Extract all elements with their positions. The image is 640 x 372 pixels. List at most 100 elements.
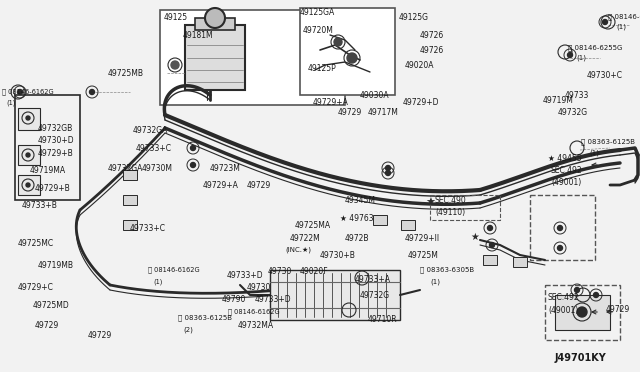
Text: (1): (1) bbox=[616, 24, 626, 30]
Text: 49719MA: 49719MA bbox=[30, 166, 66, 174]
Bar bbox=[123, 195, 137, 205]
Text: 49729+B: 49729+B bbox=[35, 183, 71, 192]
Bar bbox=[195, 18, 235, 30]
Text: 49729+A: 49729+A bbox=[313, 97, 349, 106]
Bar bbox=[270, 270, 400, 320]
Text: (1): (1) bbox=[589, 150, 599, 156]
Text: SEC.490: SEC.490 bbox=[435, 196, 467, 205]
Text: (1): (1) bbox=[153, 279, 163, 285]
Circle shape bbox=[171, 61, 179, 69]
Bar bbox=[483, 255, 497, 265]
Bar bbox=[373, 215, 387, 225]
Text: 49719MB: 49719MB bbox=[38, 260, 74, 269]
Text: 4972B: 4972B bbox=[345, 234, 369, 243]
Text: 49729+D: 49729+D bbox=[403, 97, 440, 106]
Text: 49729+A: 49729+A bbox=[203, 180, 239, 189]
Bar bbox=[401, 220, 415, 230]
Text: Ⓑ 08146-6165G: Ⓑ 08146-6165G bbox=[608, 14, 640, 20]
Circle shape bbox=[568, 52, 573, 58]
Circle shape bbox=[17, 90, 22, 94]
Text: 49730: 49730 bbox=[268, 267, 292, 276]
Text: SEC.492: SEC.492 bbox=[551, 166, 582, 174]
Circle shape bbox=[385, 170, 390, 176]
Text: 49729: 49729 bbox=[338, 108, 362, 116]
Text: 49720M: 49720M bbox=[303, 26, 334, 35]
Circle shape bbox=[26, 183, 30, 187]
Text: ★ 49763: ★ 49763 bbox=[340, 214, 374, 222]
Text: 49732G: 49732G bbox=[558, 108, 588, 116]
Text: Ⓢ 08363-6305B: Ⓢ 08363-6305B bbox=[420, 267, 474, 273]
Text: 49733+C: 49733+C bbox=[136, 144, 172, 153]
Text: 49729: 49729 bbox=[247, 180, 271, 189]
Text: ★ 49455: ★ 49455 bbox=[548, 154, 582, 163]
Circle shape bbox=[191, 163, 195, 167]
Text: 49725MB: 49725MB bbox=[108, 68, 144, 77]
Text: Ⓑ 08146-6255G: Ⓑ 08146-6255G bbox=[568, 45, 622, 51]
Text: 49729+B: 49729+B bbox=[38, 148, 74, 157]
Bar bbox=[185, 25, 245, 90]
Text: 49020F: 49020F bbox=[300, 267, 328, 276]
Text: 49732MA: 49732MA bbox=[238, 321, 274, 330]
Text: 49725M: 49725M bbox=[408, 250, 439, 260]
Circle shape bbox=[490, 243, 495, 247]
Circle shape bbox=[191, 145, 195, 151]
Circle shape bbox=[90, 90, 95, 94]
Text: 49733+B: 49733+B bbox=[22, 201, 58, 209]
Text: (1): (1) bbox=[430, 279, 440, 285]
Circle shape bbox=[602, 19, 607, 25]
Text: (2): (2) bbox=[183, 327, 193, 333]
Circle shape bbox=[26, 153, 30, 157]
Text: 49125: 49125 bbox=[164, 13, 188, 22]
Circle shape bbox=[347, 53, 357, 63]
Text: 49719M: 49719M bbox=[543, 96, 574, 105]
Text: 49030A: 49030A bbox=[360, 90, 390, 99]
Circle shape bbox=[593, 292, 598, 298]
Bar bbox=[123, 220, 137, 230]
Circle shape bbox=[385, 166, 390, 170]
Text: 49732GA: 49732GA bbox=[133, 125, 168, 135]
Text: 49723M: 49723M bbox=[210, 164, 241, 173]
Text: 49732GB: 49732GB bbox=[38, 124, 73, 132]
Text: 49733: 49733 bbox=[565, 90, 589, 99]
Text: 49733+D: 49733+D bbox=[227, 270, 264, 279]
Text: 49729: 49729 bbox=[88, 330, 112, 340]
Text: 49717M: 49717M bbox=[368, 108, 399, 116]
Text: 49729: 49729 bbox=[35, 321, 60, 330]
Text: 49125P: 49125P bbox=[308, 64, 337, 73]
Text: 49733+C: 49733+C bbox=[130, 224, 166, 232]
Text: Ⓑ 08146-6162G: Ⓑ 08146-6162G bbox=[2, 89, 54, 95]
Bar bbox=[530, 195, 595, 260]
Text: 49125GA: 49125GA bbox=[300, 7, 335, 16]
Text: 49729+II: 49729+II bbox=[405, 234, 440, 243]
Text: 49125G: 49125G bbox=[399, 13, 429, 22]
Bar bbox=[18, 108, 40, 130]
Text: Ⓑ 08146-6162G: Ⓑ 08146-6162G bbox=[148, 267, 200, 273]
Circle shape bbox=[557, 225, 563, 231]
Circle shape bbox=[334, 38, 342, 46]
Text: 49726: 49726 bbox=[420, 45, 444, 55]
Text: 49733+D: 49733+D bbox=[255, 295, 292, 305]
Bar bbox=[160, 10, 345, 105]
Bar bbox=[15, 95, 80, 200]
Circle shape bbox=[26, 116, 30, 120]
Bar bbox=[555, 295, 610, 330]
Text: 49729: 49729 bbox=[606, 305, 630, 314]
Text: 49181M: 49181M bbox=[183, 31, 214, 39]
Text: (49110): (49110) bbox=[435, 208, 465, 217]
Text: 49725MC: 49725MC bbox=[18, 238, 54, 247]
Text: J49701KY: J49701KY bbox=[555, 353, 607, 363]
Text: 49710R: 49710R bbox=[368, 315, 397, 324]
Bar bbox=[18, 145, 40, 165]
Bar bbox=[300, 8, 395, 95]
Text: 49345M: 49345M bbox=[345, 196, 376, 205]
Text: 49726: 49726 bbox=[420, 31, 444, 39]
Bar bbox=[123, 170, 137, 180]
Text: Ⓑ 08146-6162G: Ⓑ 08146-6162G bbox=[228, 309, 280, 315]
Text: (1): (1) bbox=[576, 55, 586, 61]
Text: 49733+A: 49733+A bbox=[355, 276, 391, 285]
Text: 49722M: 49722M bbox=[290, 234, 321, 243]
Text: 49730: 49730 bbox=[247, 283, 271, 292]
Circle shape bbox=[575, 288, 579, 292]
Text: 49725MD: 49725MD bbox=[33, 301, 70, 310]
Bar bbox=[18, 175, 40, 195]
